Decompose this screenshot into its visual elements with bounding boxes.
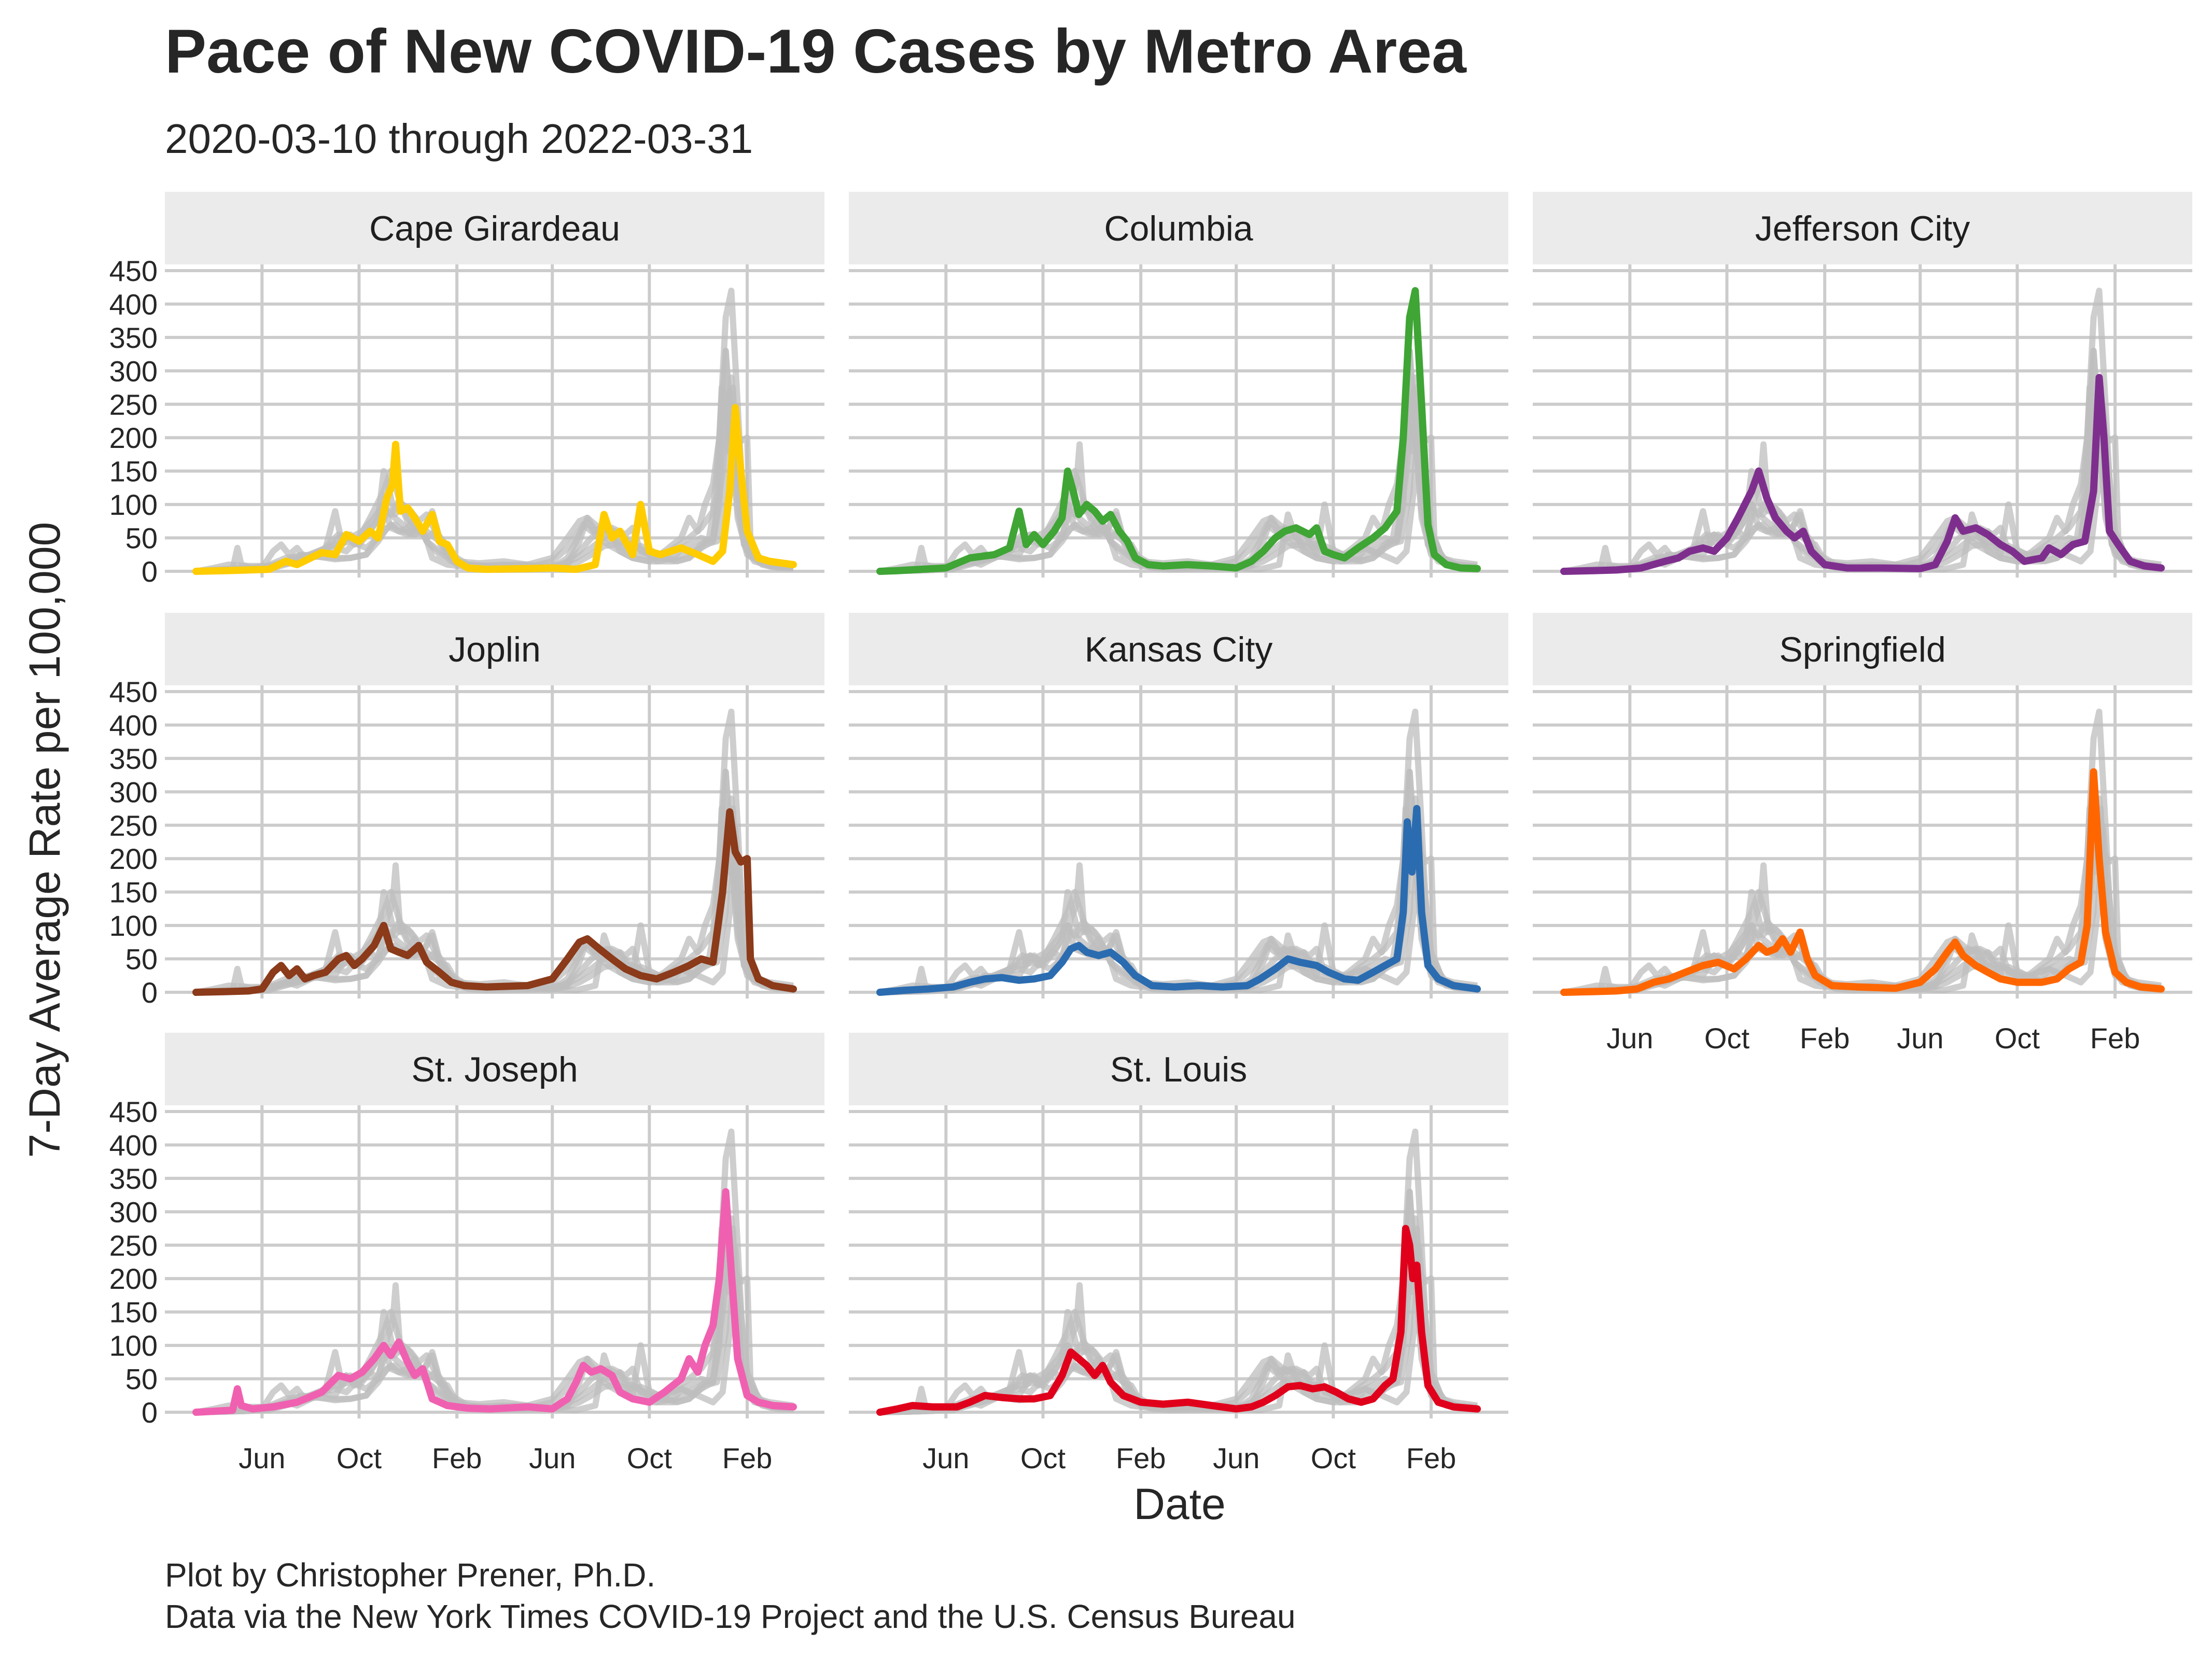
x-tick-label: Feb [722,1442,773,1474]
panel-strip-label: St. Joseph [411,1050,578,1089]
y-tick-label: 350 [109,742,158,775]
x-tick-label: Oct [1311,1442,1356,1474]
x-tick-label: Jun [1606,1022,1653,1055]
y-tick-label: 400 [109,709,158,741]
panel-strip [849,613,1508,685]
x-tick-label: Oct [337,1442,382,1474]
y-tick-label: 0 [142,976,158,1009]
x-tick-label: Jun [1213,1442,1259,1474]
y-tick-label: 300 [109,355,158,387]
panel-strip [1533,613,2192,685]
panel-strip-label: St. Louis [1110,1050,1248,1089]
background-line-columbia [1563,708,2162,995]
y-tick-label: 250 [109,1229,158,1262]
panel-strip [1533,192,2192,264]
y-tick-label: 0 [142,1396,158,1429]
y-tick-label: 200 [109,421,158,454]
x-tick-label: Jun [239,1442,285,1474]
y-tick-label: 250 [109,809,158,842]
series-line-jefferson-city [1560,374,2165,575]
background-line-columbia [195,287,794,574]
y-tick-label: 50 [125,943,158,976]
y-tick-label: 50 [125,1363,158,1396]
panel-st-louis: St. Louis Jun Oct Feb Jun Oct Feb [849,1033,1508,1474]
panel-strip [165,192,824,264]
series-line-springfield [1560,768,2165,996]
panel-kansas-city: Kansas City [849,613,1508,999]
panel-strip [849,1033,1508,1105]
panel-strip-label: Kansas City [1085,630,1273,669]
x-tick-label: Feb [1406,1442,1457,1474]
x-tick-label: Feb [432,1442,482,1474]
series-line-cape-girardeau [192,404,797,575]
chart-subtitle: 2020-03-10 through 2022-03-31 [165,116,753,162]
facet-panels: Cape Girardeau05010015020025030035040045… [109,192,2192,1474]
x-tick-label: Oct [1704,1022,1750,1055]
x-tick-label: Oct [1995,1022,2040,1055]
y-tick-label: 300 [109,1196,158,1228]
series-line-st-joseph [192,1188,797,1416]
background-line-columbia [195,708,794,995]
y-tick-label: 100 [109,909,158,942]
background-line-columbia [195,1128,794,1415]
y-tick-label: 50 [125,522,158,555]
y-tick-label: 450 [109,255,158,287]
y-tick-label: 350 [109,321,158,354]
y-tick-label: 450 [109,676,158,708]
panel-strip-label: Columbia [1104,209,1253,248]
x-tick-label: Feb [1800,1022,1850,1055]
panel-strip-label: Springfield [1779,630,1945,669]
caption-credit: Plot by Christopher Prener, Ph.D. [165,1556,655,1594]
panel-strip [165,613,824,685]
x-tick-label: Oct [1020,1442,1066,1474]
panel-strip-label: Joplin [449,630,541,669]
x-tick-label: Feb [2090,1022,2140,1055]
background-line-st-louis [195,384,794,574]
y-tick-label: 250 [109,388,158,421]
x-tick-label: Oct [627,1442,673,1474]
y-tick-label: 150 [109,1296,158,1329]
background-line-columbia [1563,287,2162,574]
background-line-st-louis [195,805,794,995]
y-tick-label: 150 [109,876,158,909]
panel-cape-girardeau: Cape Girardeau 05010015020025030035040045… [109,192,824,588]
panel-strip-label: Cape Girardeau [369,209,620,248]
series-line-kansas-city [876,805,1481,996]
x-tick-label: Jun [1897,1022,1943,1055]
series-line-columbia [876,287,1481,575]
x-tick-label: Jun [922,1442,969,1474]
y-tick-label: 100 [109,1329,158,1362]
y-tick-label: 300 [109,776,158,808]
y-tick-label: 450 [109,1095,158,1128]
panel-columbia: Columbia [849,192,1508,578]
panel-strip-label: Jefferson City [1755,209,1970,248]
y-tick-label: 200 [109,842,158,875]
x-tick-label: Feb [1116,1442,1166,1474]
y-tick-label: 400 [109,288,158,320]
y-axis-title: 7-Day Average Rate per 100,000 [20,522,69,1158]
panel-strip [165,1033,824,1105]
panel-jefferson-city: Jefferson City [1533,192,2192,578]
x-tick-label: Jun [529,1442,576,1474]
y-tick-label: 200 [109,1262,158,1295]
panel-strip [849,192,1508,264]
caption-source: Data via the New York Times COVID-19 Pro… [165,1598,1296,1635]
y-tick-label: 150 [109,455,158,488]
chart-title: Pace of New COVID-19 Cases by Metro Area [165,17,1467,86]
y-tick-label: 100 [109,488,158,521]
panel-springfield: Springfield Jun Oct Feb Jun Oct Feb [1533,613,2192,1055]
background-line-st-louis [879,384,1478,574]
series-line-joplin [192,808,797,996]
y-tick-label: 350 [109,1162,158,1195]
series-line-st-louis [876,1225,1481,1416]
background-line-columbia [879,1128,1478,1415]
x-axis-title: Date [1133,1480,1225,1528]
y-tick-label: 0 [142,555,158,588]
y-tick-label: 400 [109,1129,158,1161]
background-line-columbia [879,708,1478,995]
background-line-st-louis [195,1225,794,1415]
